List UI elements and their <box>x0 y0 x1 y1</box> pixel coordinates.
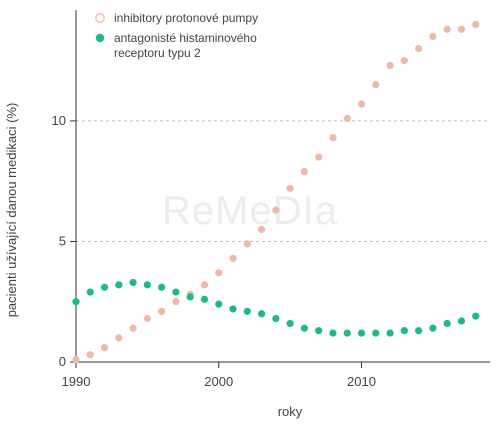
data-point <box>443 25 451 33</box>
data-point <box>343 329 351 337</box>
legend-label-line: antagonisté histaminového <box>114 31 257 45</box>
data-point <box>443 319 451 328</box>
series-2 <box>72 278 480 337</box>
data-point <box>372 81 380 89</box>
data-point <box>229 305 237 313</box>
data-point <box>357 329 366 337</box>
y-tick-label: 10 <box>52 113 66 128</box>
axes <box>75 10 490 363</box>
data-point <box>115 334 123 342</box>
data-point <box>115 281 123 289</box>
data-point <box>472 312 480 320</box>
watermark: ReMeDIa <box>162 189 338 233</box>
data-point <box>457 317 466 325</box>
data-point <box>100 283 109 291</box>
data-point <box>329 329 337 337</box>
data-point <box>143 281 151 289</box>
watermark-layer: ReMeDIa <box>162 189 338 233</box>
data-point <box>315 153 323 161</box>
data-point <box>343 114 351 123</box>
data-point <box>186 293 194 301</box>
x-tick-label: 2000 <box>204 374 233 389</box>
data-point <box>472 20 480 29</box>
data-point <box>172 288 180 296</box>
data-point <box>457 25 466 33</box>
data-point <box>229 254 237 262</box>
data-point <box>300 324 309 332</box>
data-point <box>86 288 94 296</box>
data-point <box>215 269 223 277</box>
data-point <box>286 184 294 193</box>
data-point <box>86 351 94 359</box>
data-point <box>129 278 137 287</box>
data-point <box>243 240 251 248</box>
data-point <box>372 329 380 337</box>
data-point <box>72 355 80 364</box>
data-point <box>400 57 408 65</box>
data-point <box>143 315 151 323</box>
data-point <box>415 327 423 335</box>
data-point <box>315 327 323 335</box>
x-tick-label: 1990 <box>62 374 91 389</box>
data-points <box>72 20 480 364</box>
legend-marker-1 <box>95 13 105 23</box>
data-point <box>415 44 423 53</box>
legend-label: inhibitory protonové pumpy <box>114 11 258 25</box>
data-point <box>400 327 408 335</box>
data-point <box>200 281 209 289</box>
data-point <box>172 298 180 306</box>
data-point <box>272 206 280 214</box>
legend-label-line: receptoru typu 2 <box>114 46 201 60</box>
data-point <box>386 329 394 337</box>
data-point <box>286 319 294 328</box>
data-point <box>257 310 266 318</box>
grid <box>76 120 490 242</box>
legend: inhibitory protonové pumpy antagonisté hi… <box>95 11 258 60</box>
data-point <box>72 298 80 306</box>
data-point <box>243 307 251 315</box>
data-point <box>300 167 309 176</box>
legend-marker-2 <box>95 33 105 43</box>
data-point <box>257 225 266 233</box>
data-point <box>200 295 209 303</box>
y-tick-label: 5 <box>59 233 66 248</box>
data-point <box>100 343 109 352</box>
data-point <box>215 300 223 308</box>
ticks: 0 5 10 1990 2000 2010 <box>52 113 376 389</box>
data-point <box>357 100 366 108</box>
data-point <box>386 61 394 70</box>
y-tick-label: 0 <box>59 354 66 369</box>
data-point <box>329 134 337 142</box>
x-axis-label: roky <box>278 404 303 419</box>
data-point <box>129 324 137 332</box>
data-point <box>158 307 166 315</box>
data-point <box>272 315 280 323</box>
data-point <box>429 324 437 332</box>
y-axis-label: pacienti užívající danou medikaci (%) <box>4 103 19 318</box>
x-tick-label: 2010 <box>347 374 376 389</box>
data-point <box>429 32 437 41</box>
data-point <box>158 283 166 291</box>
